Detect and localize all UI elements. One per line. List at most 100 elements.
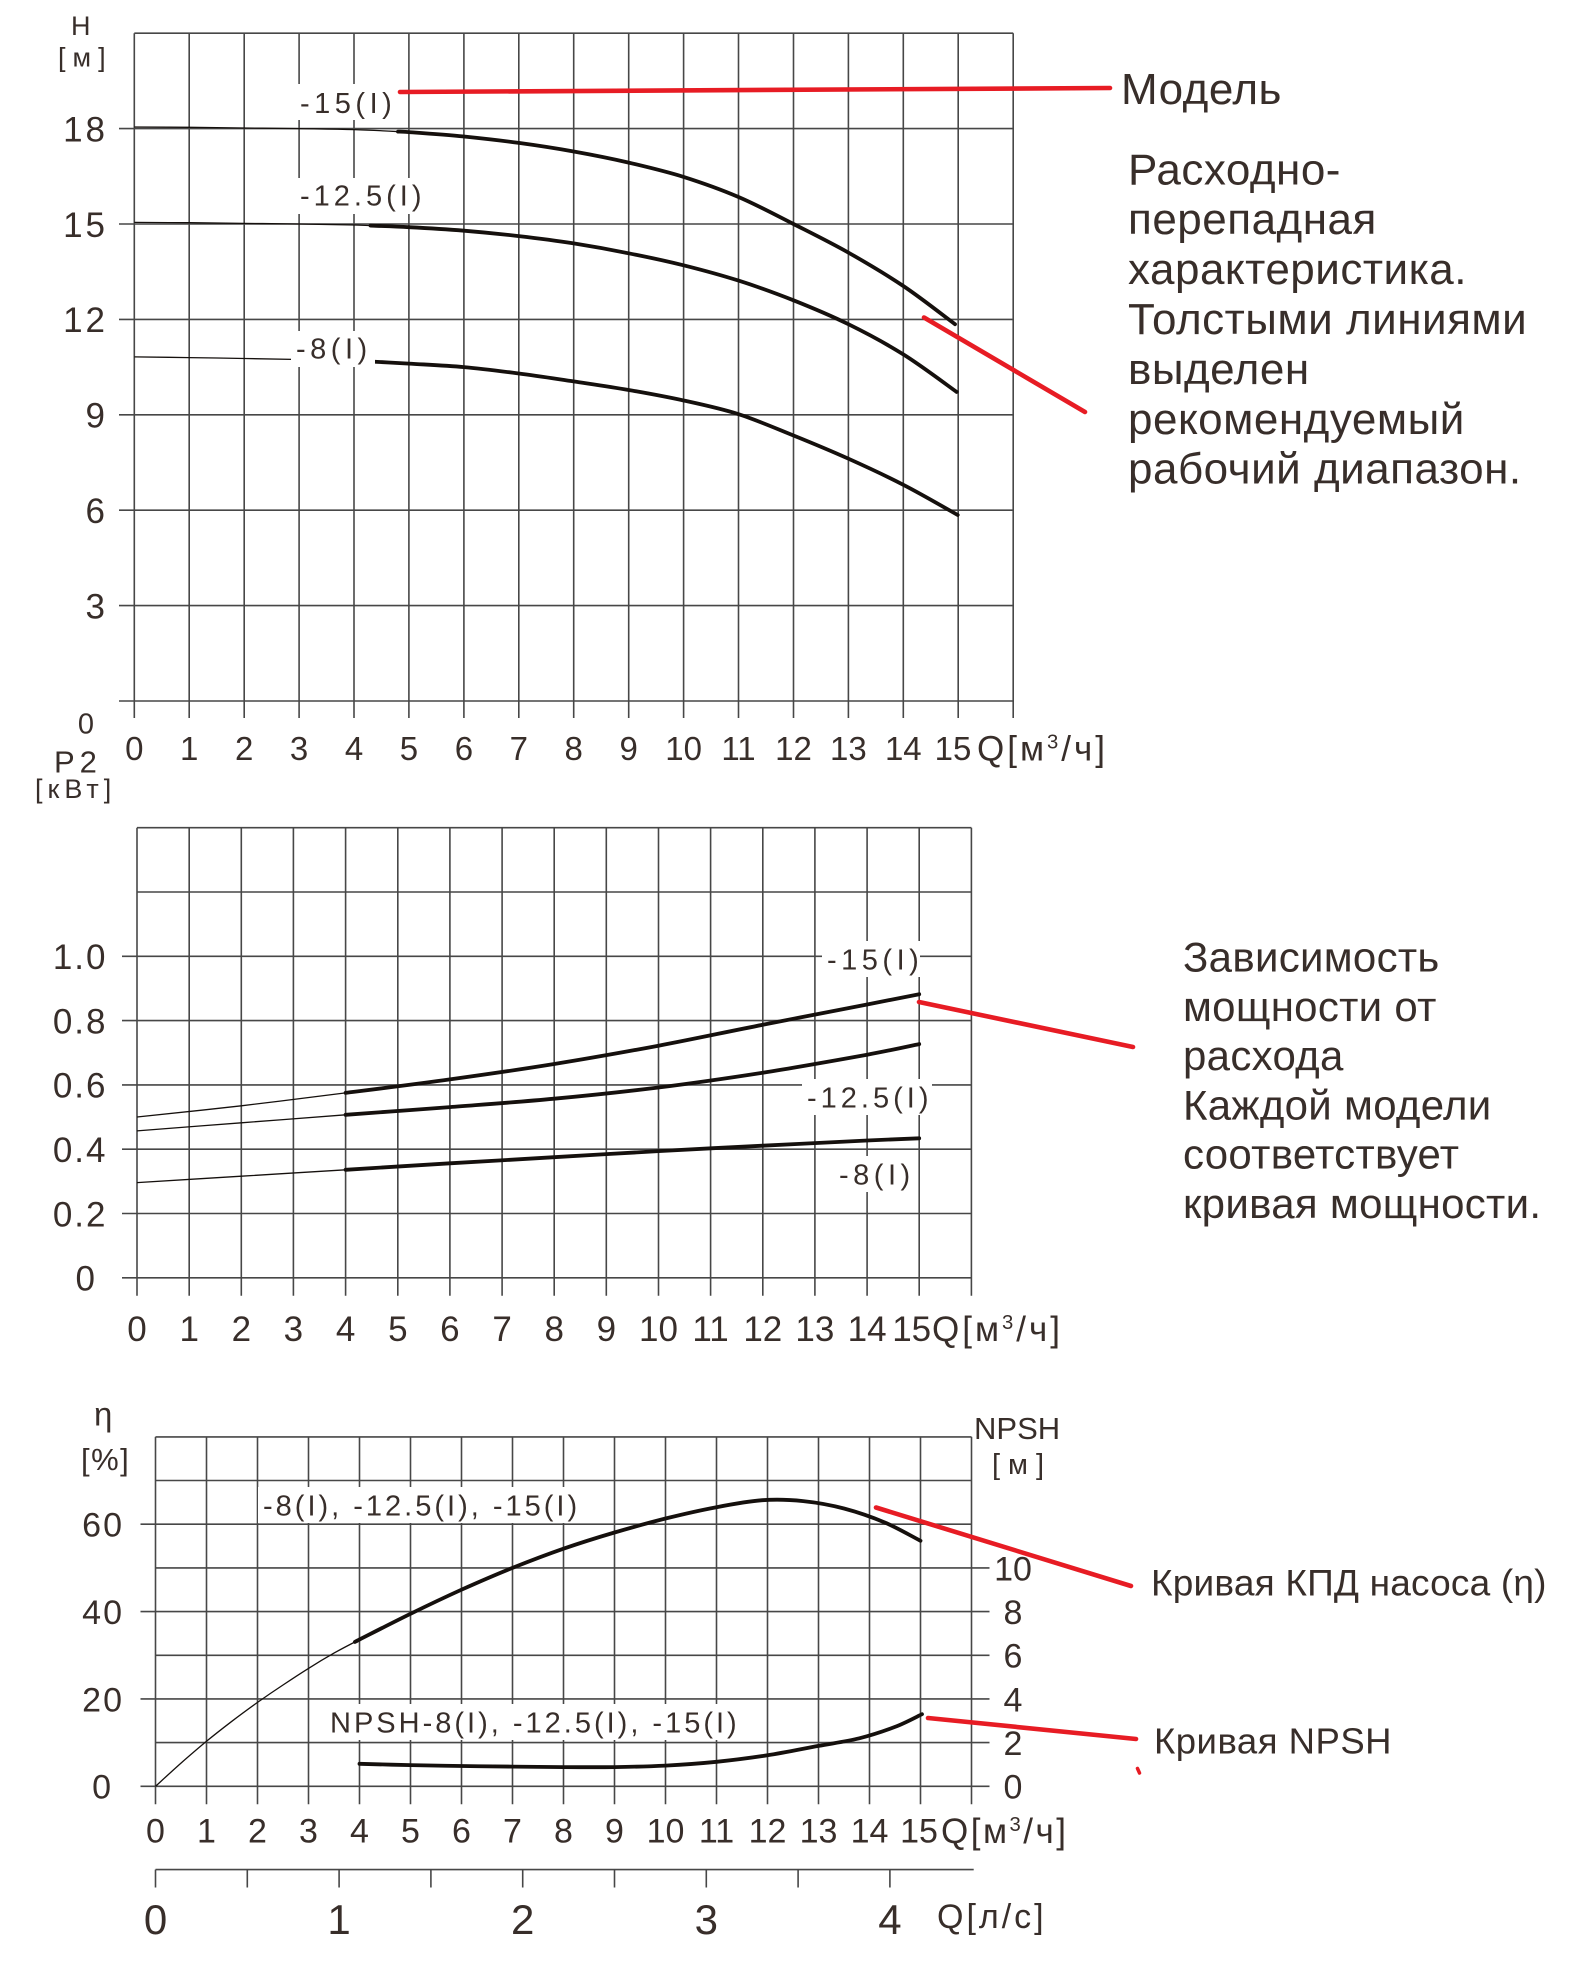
svg-text:Модель: Модель bbox=[1121, 65, 1282, 114]
svg-text:10: 10 bbox=[994, 1550, 1032, 1588]
svg-text:-15(I): -15(I) bbox=[300, 88, 396, 120]
svg-text:6: 6 bbox=[455, 730, 473, 767]
svg-text:10: 10 bbox=[647, 1812, 685, 1850]
svg-text:8: 8 bbox=[1004, 1594, 1023, 1632]
svg-text:11: 11 bbox=[721, 730, 755, 767]
svg-text:14: 14 bbox=[885, 730, 922, 767]
svg-text:8: 8 bbox=[544, 1310, 563, 1349]
svg-text:1: 1 bbox=[179, 1310, 198, 1349]
svg-text:[кВт]: [кВт] bbox=[35, 774, 116, 804]
svg-text:NPSH-8(I), -12.5(I), -15(I): NPSH-8(I), -12.5(I), -15(I) bbox=[330, 1708, 740, 1740]
svg-text:расхода: расхода bbox=[1183, 1032, 1344, 1079]
svg-text:10: 10 bbox=[639, 1310, 678, 1349]
svg-text:0: 0 bbox=[127, 1310, 146, 1349]
svg-text:0.2: 0.2 bbox=[53, 1195, 108, 1234]
svg-text:20: 20 bbox=[82, 1681, 124, 1719]
svg-text:[м]: [м] bbox=[992, 1449, 1052, 1481]
svg-text:2: 2 bbox=[248, 1812, 267, 1850]
svg-text:0: 0 bbox=[92, 1769, 111, 1807]
svg-text:2: 2 bbox=[235, 730, 253, 767]
svg-text:2: 2 bbox=[1004, 1725, 1023, 1763]
svg-text:12: 12 bbox=[775, 730, 812, 767]
svg-text:Кривая КПД насоса (η): Кривая КПД насоса (η) bbox=[1151, 1563, 1547, 1604]
svg-text:-8(I): -8(I) bbox=[839, 1160, 915, 1192]
svg-text:η: η bbox=[94, 1396, 112, 1433]
svg-text:NPSH: NPSH bbox=[974, 1411, 1060, 1446]
svg-text:11: 11 bbox=[692, 1310, 728, 1349]
svg-text:4: 4 bbox=[878, 1896, 901, 1943]
svg-text:-12.5(I): -12.5(I) bbox=[807, 1083, 932, 1115]
svg-text:4: 4 bbox=[1004, 1681, 1023, 1719]
svg-text:8: 8 bbox=[554, 1812, 573, 1850]
svg-text:7: 7 bbox=[492, 1310, 511, 1349]
svg-text:15: 15 bbox=[63, 206, 108, 245]
svg-text:0: 0 bbox=[76, 1260, 95, 1299]
svg-text:-12.5(I): -12.5(I) bbox=[300, 181, 425, 213]
svg-text:перепадная: перепадная bbox=[1128, 195, 1377, 244]
svg-text:15: 15 bbox=[892, 1310, 931, 1349]
svg-text:0: 0 bbox=[144, 1896, 167, 1943]
svg-text:кривая мощности.: кривая мощности. bbox=[1183, 1180, 1541, 1227]
svg-text:12: 12 bbox=[743, 1310, 782, 1349]
svg-text:9: 9 bbox=[86, 397, 108, 436]
svg-text:11: 11 bbox=[699, 1812, 734, 1850]
svg-text:40: 40 bbox=[82, 1594, 124, 1632]
svg-text:H: H bbox=[71, 11, 91, 41]
svg-text:13: 13 bbox=[830, 730, 867, 767]
svg-text:5: 5 bbox=[388, 1310, 407, 1349]
svg-text:Q[м3/ч]: Q[м3/ч] bbox=[941, 1812, 1068, 1851]
svg-text:9: 9 bbox=[620, 730, 638, 767]
svg-text:6: 6 bbox=[452, 1812, 471, 1850]
svg-text:3: 3 bbox=[284, 1310, 303, 1349]
svg-text:13: 13 bbox=[795, 1310, 834, 1349]
svg-text:Зависимость: Зависимость bbox=[1183, 934, 1440, 981]
svg-text:характеристика.: характеристика. bbox=[1128, 245, 1467, 294]
svg-text:4: 4 bbox=[345, 730, 363, 767]
svg-text:-8(I), -12.5(I), -15(I): -8(I), -12.5(I), -15(I) bbox=[263, 1491, 580, 1523]
svg-text:Q[м3/ч]: Q[м3/ч] bbox=[932, 1310, 1063, 1349]
svg-text:7: 7 bbox=[510, 730, 528, 767]
svg-text:Кривая NPSH: Кривая NPSH bbox=[1154, 1721, 1392, 1762]
svg-text:1: 1 bbox=[327, 1896, 350, 1943]
svg-text:0.8: 0.8 bbox=[53, 1002, 108, 1041]
svg-text:15: 15 bbox=[935, 730, 972, 767]
svg-text:-8(I): -8(I) bbox=[296, 334, 372, 366]
svg-text:выделен: выделен bbox=[1128, 345, 1310, 394]
svg-text:6: 6 bbox=[440, 1310, 459, 1349]
svg-text:соответствует: соответствует bbox=[1183, 1131, 1459, 1178]
svg-text:0: 0 bbox=[1004, 1769, 1023, 1807]
svg-text:10: 10 bbox=[665, 730, 702, 767]
svg-text:1.0: 1.0 bbox=[53, 938, 108, 977]
svg-text:мощности от: мощности от bbox=[1183, 983, 1437, 1030]
svg-text:4: 4 bbox=[336, 1310, 355, 1349]
svg-text:Каждой модели: Каждой модели bbox=[1183, 1081, 1492, 1128]
svg-text:0: 0 bbox=[78, 709, 94, 741]
svg-text:14: 14 bbox=[851, 1812, 889, 1850]
svg-text:7: 7 bbox=[503, 1812, 522, 1850]
svg-text:60: 60 bbox=[82, 1507, 124, 1545]
svg-text:18: 18 bbox=[63, 110, 108, 149]
svg-text:8: 8 bbox=[565, 730, 583, 767]
svg-text:5: 5 bbox=[400, 730, 418, 767]
svg-text:Толстыми линиями: Толстыми линиями bbox=[1128, 295, 1527, 344]
svg-text:Q[м3/ч]: Q[м3/ч] bbox=[977, 729, 1108, 768]
svg-text:15: 15 bbox=[900, 1812, 938, 1850]
svg-text:Q[л/с]: Q[л/с] bbox=[937, 1898, 1047, 1936]
svg-text:12: 12 bbox=[749, 1812, 787, 1850]
svg-text:9: 9 bbox=[597, 1310, 616, 1349]
svg-text:3: 3 bbox=[695, 1896, 718, 1943]
svg-text:1: 1 bbox=[180, 730, 198, 767]
svg-text:9: 9 bbox=[605, 1812, 624, 1850]
svg-text:0: 0 bbox=[146, 1812, 165, 1850]
svg-text:3: 3 bbox=[299, 1812, 318, 1850]
svg-text:2: 2 bbox=[232, 1310, 251, 1349]
svg-text:13: 13 bbox=[800, 1812, 838, 1850]
svg-text:2: 2 bbox=[511, 1896, 534, 1943]
svg-text:6: 6 bbox=[86, 492, 108, 531]
svg-text:3: 3 bbox=[86, 587, 108, 626]
svg-text:0.4: 0.4 bbox=[53, 1131, 108, 1170]
svg-text:12: 12 bbox=[63, 301, 108, 340]
svg-text:рабочий диапазон.: рабочий диапазон. bbox=[1128, 445, 1522, 494]
svg-text:14: 14 bbox=[848, 1310, 887, 1349]
svg-text:[%]: [%] bbox=[81, 1442, 130, 1477]
